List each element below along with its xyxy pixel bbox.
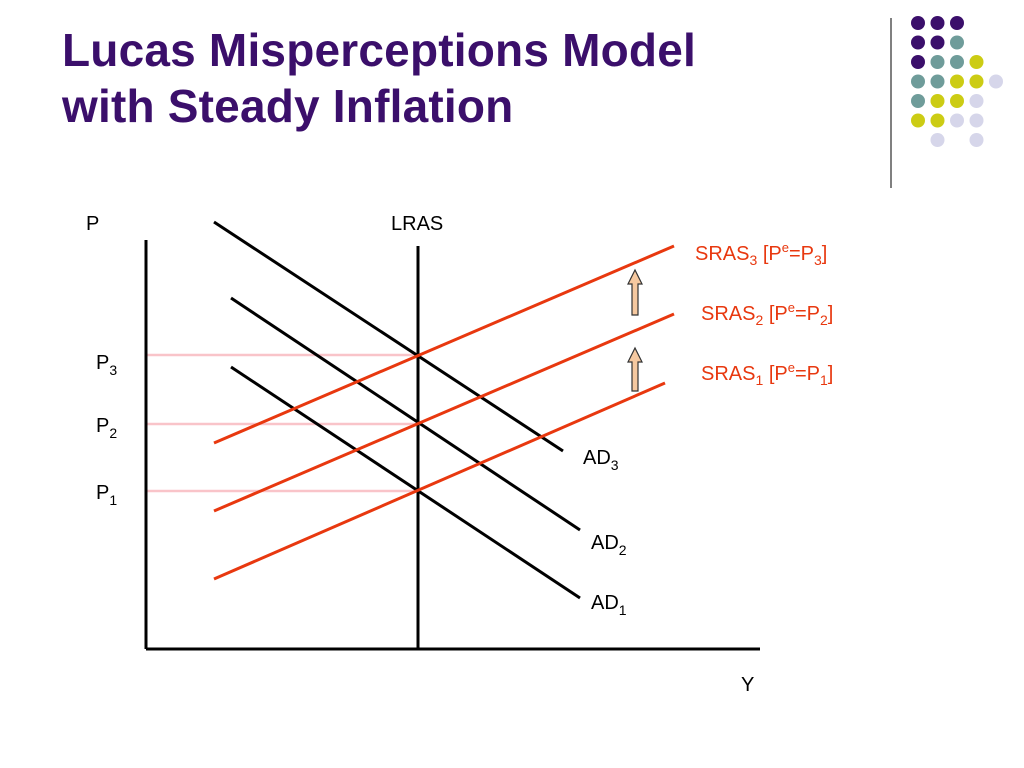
shift-arrow-up-lower <box>627 346 643 392</box>
slide-title: Lucas Misperceptions Model with Steady I… <box>62 22 696 134</box>
decor-dot <box>950 16 964 30</box>
decor-dot <box>950 113 964 128</box>
title-line-1: Lucas Misperceptions Model <box>62 24 696 76</box>
sras3-label: SRAS3 [Pe=P3] <box>695 240 827 268</box>
decorative-dot-grid <box>911 16 1003 147</box>
ad2-curve <box>230 296 581 532</box>
decor-dot <box>911 74 925 89</box>
ad3-curve <box>213 220 564 453</box>
sras2-label: SRAS2 [Pe=P2] <box>701 300 833 328</box>
ad1-label: AD1 <box>591 592 627 618</box>
y-axis-label: P <box>86 213 99 235</box>
decor-divider <box>890 18 892 188</box>
decor-dot <box>930 35 945 50</box>
decor-dot <box>969 113 984 128</box>
sras1-curve <box>213 381 666 581</box>
price-label-p3: P3 <box>96 352 117 378</box>
decor-dot <box>911 113 925 128</box>
price-label-p1: P1 <box>96 482 117 508</box>
decor-dot <box>930 113 945 128</box>
decor-dot <box>950 35 964 50</box>
decor-dot <box>969 94 984 108</box>
sras1-label: SRAS1 [Pe=P1] <box>701 360 833 388</box>
ad3-label: AD3 <box>583 447 619 473</box>
decor-dot <box>969 74 984 89</box>
decor-dot <box>911 35 925 50</box>
decor-dot <box>969 55 984 69</box>
decor-dot <box>911 94 925 108</box>
ad1-curve <box>230 365 581 600</box>
decor-dot <box>930 74 945 89</box>
decor-dot <box>989 74 1003 89</box>
ad2-label: AD2 <box>591 532 627 558</box>
decor-dot <box>911 55 925 69</box>
decor-dot <box>911 16 925 30</box>
decor-dot <box>969 133 984 147</box>
shift-arrow-up-upper <box>627 268 643 316</box>
decor-dot <box>930 133 945 147</box>
price-label-p2: P2 <box>96 415 117 441</box>
decor-dot <box>930 16 945 30</box>
x-axis-label: Y <box>741 674 754 696</box>
decor-dot <box>930 55 945 69</box>
decor-dot <box>950 94 964 108</box>
lras-label: LRAS <box>391 213 443 235</box>
sras3-curve <box>213 244 675 445</box>
decor-dot <box>950 55 964 69</box>
decor-dot <box>950 74 964 89</box>
sras2-curve <box>213 312 675 513</box>
decor-dot <box>930 94 945 108</box>
title-line-2: with Steady Inflation <box>62 80 514 132</box>
